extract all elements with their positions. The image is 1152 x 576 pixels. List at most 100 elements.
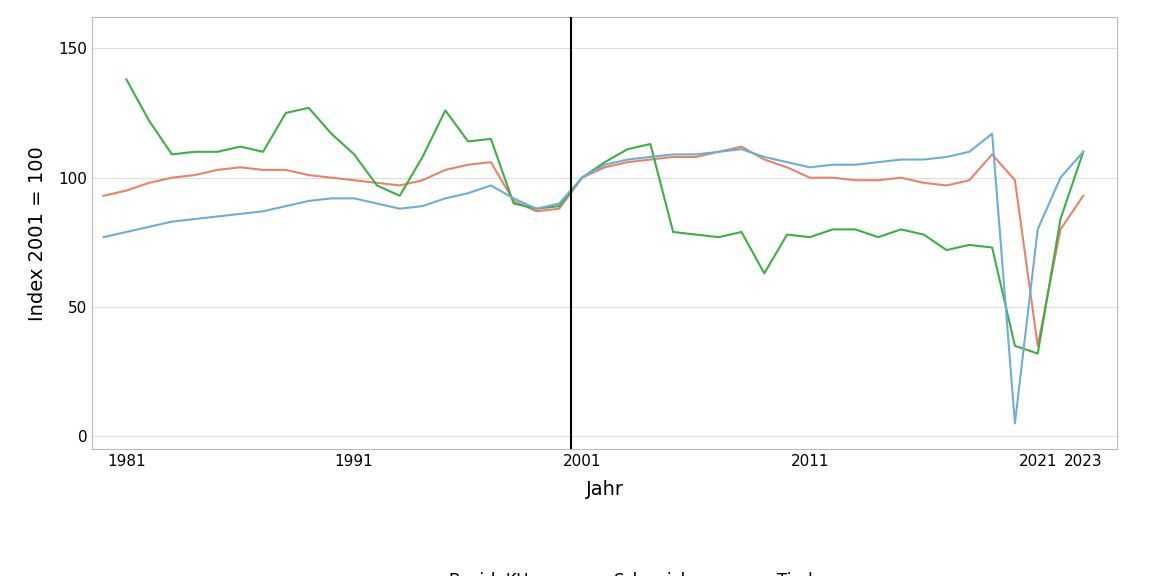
Bezirk KU [985, 151, 999, 158]
Schwoich [621, 146, 635, 153]
Schwoich [940, 247, 954, 253]
Bezirk KU [370, 179, 384, 186]
Tirol [256, 208, 270, 215]
Bezirk KU [347, 177, 361, 184]
Y-axis label: Index 2001 = 100: Index 2001 = 100 [29, 146, 47, 321]
Schwoich [712, 234, 726, 241]
Tirol [689, 151, 703, 158]
Tirol [712, 149, 726, 156]
Line: Bezirk KU: Bezirk KU [104, 147, 1083, 346]
Bezirk KU [393, 182, 407, 189]
Bezirk KU [97, 192, 111, 199]
Bezirk KU [689, 154, 703, 161]
Tirol [507, 195, 521, 202]
Bezirk KU [1076, 192, 1090, 199]
Tirol [530, 205, 544, 212]
Bezirk KU [211, 166, 225, 173]
Tirol [962, 149, 976, 156]
Tirol [97, 234, 111, 241]
Tirol [644, 154, 658, 161]
Tirol [165, 218, 179, 225]
Tirol [347, 195, 361, 202]
Line: Schwoich: Schwoich [127, 79, 1083, 354]
Tirol [234, 210, 248, 217]
Schwoich [575, 174, 589, 181]
Schwoich [780, 231, 794, 238]
Schwoich [165, 151, 179, 158]
Bezirk KU [598, 164, 612, 170]
Schwoich [644, 141, 658, 147]
Bezirk KU [165, 174, 179, 181]
Bezirk KU [575, 174, 589, 181]
Tirol [439, 195, 453, 202]
Schwoich [188, 149, 202, 156]
Tirol [279, 203, 293, 210]
Bezirk KU [757, 156, 771, 163]
Schwoich [894, 226, 908, 233]
Schwoich [234, 143, 248, 150]
Schwoich [484, 135, 498, 142]
Tirol [780, 158, 794, 165]
Bezirk KU [552, 205, 566, 212]
Schwoich [826, 226, 840, 233]
Tirol [826, 161, 840, 168]
Schwoich [689, 231, 703, 238]
Tirol [120, 229, 134, 236]
Tirol [142, 223, 156, 230]
X-axis label: Jahr: Jahr [586, 480, 623, 499]
Tirol [666, 151, 680, 158]
Schwoich [985, 244, 999, 251]
Schwoich [962, 241, 976, 248]
Bezirk KU [666, 154, 680, 161]
Schwoich [370, 182, 384, 189]
Bezirk KU [621, 158, 635, 165]
Schwoich [302, 104, 316, 111]
Bezirk KU [325, 174, 339, 181]
Bezirk KU [962, 177, 976, 184]
Bezirk KU [439, 166, 453, 173]
Schwoich [461, 138, 475, 145]
Schwoich [256, 149, 270, 156]
Bezirk KU [644, 156, 658, 163]
Schwoich [439, 107, 453, 114]
Schwoich [871, 234, 885, 241]
Schwoich [416, 154, 430, 161]
Bezirk KU [416, 177, 430, 184]
Tirol [1054, 174, 1068, 181]
Bezirk KU [735, 143, 749, 150]
Schwoich [666, 229, 680, 236]
Bezirk KU [826, 174, 840, 181]
Bezirk KU [484, 158, 498, 165]
Schwoich [120, 76, 134, 83]
Schwoich [757, 270, 771, 277]
Schwoich [849, 226, 863, 233]
Tirol [894, 156, 908, 163]
Legend: Bezirk KU, Schwoich, Tirol: Bezirk KU, Schwoich, Tirol [391, 566, 819, 576]
Schwoich [803, 234, 817, 241]
Tirol [917, 156, 931, 163]
Tirol [552, 200, 566, 207]
Bezirk KU [234, 164, 248, 170]
Bezirk KU [279, 166, 293, 173]
Bezirk KU [1031, 342, 1045, 349]
Bezirk KU [1054, 226, 1068, 233]
Schwoich [598, 158, 612, 165]
Schwoich [735, 229, 749, 236]
Schwoich [279, 109, 293, 116]
Tirol [1076, 149, 1090, 156]
Line: Tirol: Tirol [104, 134, 1083, 423]
Schwoich [917, 231, 931, 238]
Bezirk KU [302, 172, 316, 179]
Schwoich [142, 118, 156, 124]
Tirol [393, 205, 407, 212]
Bezirk KU [917, 179, 931, 186]
Schwoich [1031, 350, 1045, 357]
Bezirk KU [507, 198, 521, 204]
Tirol [416, 203, 430, 210]
Tirol [803, 164, 817, 170]
Tirol [461, 190, 475, 196]
Tirol [325, 195, 339, 202]
Tirol [211, 213, 225, 220]
Schwoich [1076, 149, 1090, 156]
Bezirk KU [849, 177, 863, 184]
